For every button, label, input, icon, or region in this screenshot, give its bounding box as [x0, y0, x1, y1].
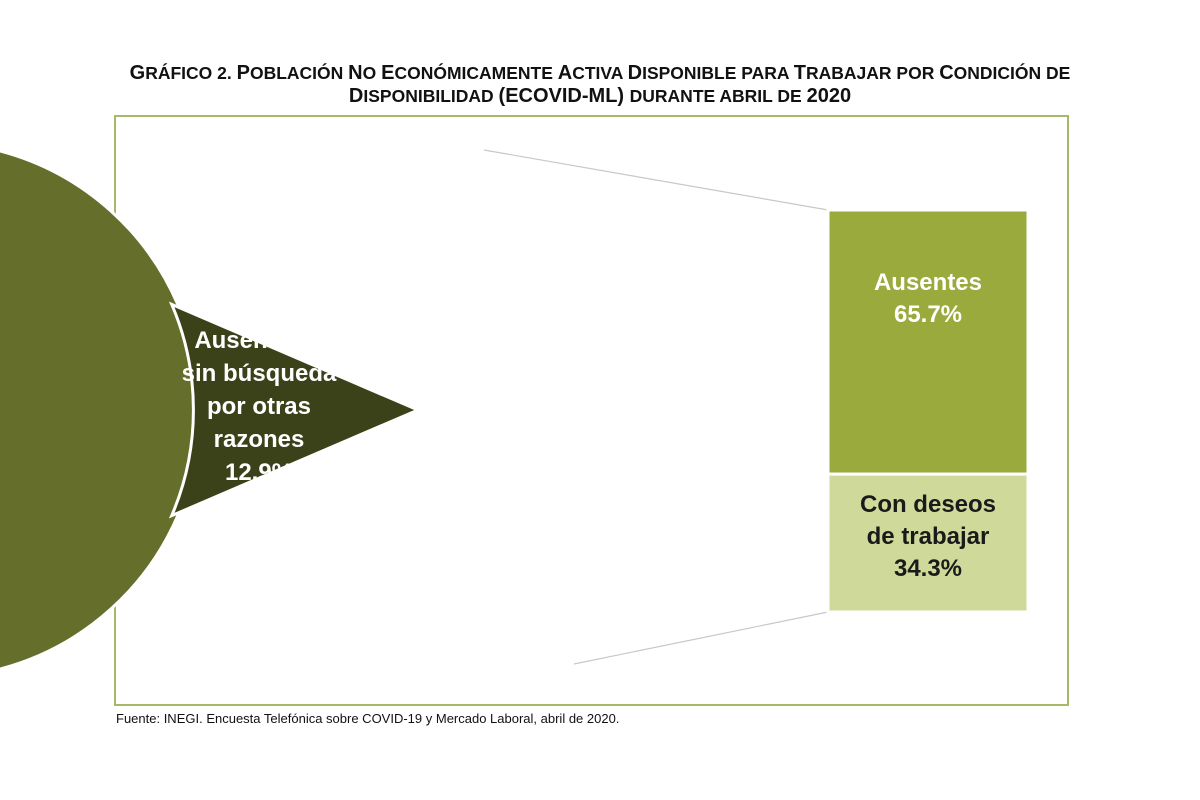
title-text-part: ISPONIBLE PARA — [642, 63, 794, 83]
bar-segment-ausentes-label-line: 65.7% — [894, 301, 962, 328]
title-text-part: N — [348, 62, 363, 84]
title-text-part: ISPONIBILIDAD — [363, 86, 499, 106]
bar-segment-con-deseos-label: Con deseos de trabajar 34.3% — [860, 491, 996, 582]
title-text-part: O — [362, 63, 382, 83]
pie-label-covid-line: 87.1% — [516, 438, 584, 465]
title-text-part: G — [129, 62, 146, 84]
title-text-part: DURANTE ABRIL DE — [629, 86, 807, 106]
bar-segment-con-deseos-label-line: Con deseos — [860, 491, 996, 518]
pie-label-otras-razones-line: razones — [214, 426, 305, 453]
pie-label-covid-line: Ausentes o sin — [465, 339, 636, 366]
pie-label-otras-razones: Ausentes o sin búsqueda por otras razones 12… — [182, 327, 337, 486]
pie-label-otras-razones-line: sin búsqueda — [182, 360, 337, 387]
chart-title-line-2: DISPONIBILIDAD (ECOVID-ML) DURANTE ABRIL… — [0, 85, 1200, 108]
pie-label-otras-razones-line: Ausentes o — [194, 327, 323, 354]
chart-title-line-1: GRÁFICO 2. POBLACIÓN NO ECONÓMICAMENTE A… — [0, 62, 1200, 85]
bar-segment-con-deseos-label-line: 34.3% — [894, 555, 962, 582]
connector-line-top — [483, 149, 829, 211]
pie-label-covid: Ausentes o sin búsqueda por el COVID-19 87.… — [465, 339, 636, 465]
pie-slice-otras-razones — [168, 301, 422, 519]
title-text-part: E — [381, 62, 395, 84]
pie-label-otras-razones-line: 12.9% — [225, 459, 293, 486]
bar-segment-con-deseos — [826, 472, 1030, 614]
pie-label-otras-razones-line: por otras — [207, 393, 311, 420]
title-text-part: D — [627, 62, 643, 84]
bar-segment-ausentes-label: Ausentes 65.7% — [874, 269, 982, 328]
connector-line-bottom — [573, 611, 829, 665]
title-text-part: RÁFICO 2. — [145, 63, 237, 83]
title-text-part: C — [939, 62, 954, 84]
pie-label-covid-line: el COVID-19 — [481, 405, 618, 432]
title-text-part: OBLACIÓN — [249, 63, 349, 83]
title-text-part: A — [557, 62, 573, 84]
title-text-part: CONÓMICAMENTE — [394, 63, 558, 83]
title-text-part: 2020 — [806, 85, 852, 107]
title-text-part: D — [348, 85, 364, 107]
title-text-part: RABAJAR POR — [806, 63, 940, 83]
pie-label-covid-line: búsqueda por — [471, 372, 630, 399]
title-text-part: ONDICIÓN DE — [953, 63, 1071, 83]
chart-title: GRÁFICO 2. POBLACIÓN NO ECONÓMICAMENTE A… — [0, 62, 1200, 108]
title-text-part: T — [793, 62, 806, 84]
title-text-part: P — [236, 62, 250, 84]
bar-segment-con-deseos-label-line: de trabajar — [867, 523, 990, 550]
title-text-part: CTIVA — [572, 63, 628, 83]
title-text-part: (ECOVID-ML) — [498, 85, 630, 107]
source-note: Fuente: INEGI. Encuesta Telefónica sobre… — [116, 711, 620, 726]
bar-segment-ausentes — [826, 208, 1030, 476]
bar-segment-ausentes-label-line: Ausentes — [874, 269, 982, 296]
